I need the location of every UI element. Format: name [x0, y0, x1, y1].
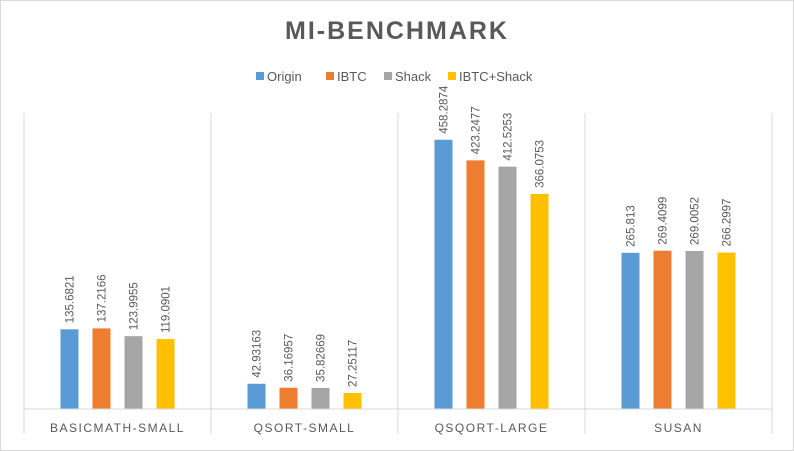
legend-swatch-ibtc-shack [448, 72, 456, 80]
bar-ibtc-shack-qsqort-large [530, 193, 549, 409]
category-label-qsqort-large: QSQORT-LARGE [435, 421, 549, 435]
legend-item-ibtc: IBTC [326, 69, 367, 84]
bar-ibtc-shack-susan [717, 252, 736, 409]
category-labels: BASICMATH-SMALL QSORT-SMALL QSQORT-LARGE SU… [50, 421, 703, 435]
bar-ibtc-basicmath-small [92, 328, 111, 409]
bar-shack-qsqort-large [498, 166, 517, 409]
legend-label-shack: Shack [395, 69, 432, 84]
bar-shack-qsort-small [311, 387, 330, 409]
value-label-ibtc-qsqort-large: 423.2477 [471, 106, 483, 154]
legend-swatch-origin [256, 72, 264, 80]
bar-shack-susan [685, 250, 704, 409]
bar-origin-qsqort-large [434, 139, 453, 409]
value-label-ibtc-qsort-small: 36.16957 [284, 334, 296, 382]
bar-origin-basicmath-small [60, 329, 79, 409]
value-label-origin-qsort-small: 42.93163 [252, 330, 264, 378]
value-label-ibtc-shack-susan: 266.2997 [722, 199, 734, 247]
bar-ibtc-susan [653, 250, 672, 409]
legend-swatch-shack [384, 72, 392, 80]
legend-item-ibtc-shack: IBTC+Shack [448, 69, 533, 84]
value-label-ibtc-susan: 269.4099 [658, 197, 670, 245]
category-label-susan: SUSAN [654, 421, 703, 435]
bar-ibtc-shack-basicmath-small [156, 339, 175, 409]
bar-ibtc-qsqort-large [466, 160, 485, 409]
legend-swatch-ibtc [326, 72, 334, 80]
legend-item-shack: Shack [384, 69, 432, 84]
value-label-shack-qsort-small: 35.82669 [316, 334, 328, 382]
value-label-ibtc-basicmath-small: 137.2166 [97, 274, 109, 322]
value-label-shack-basicmath-small: 123.9955 [129, 282, 141, 330]
value-label-origin-susan: 265.813 [626, 205, 638, 247]
value-labels: 135.6821 137.2166 123.9955 119.0901 42.93163… [65, 85, 734, 387]
chart-title: MI-BENCHMARK [285, 17, 509, 45]
value-label-shack-susan: 269.0052 [690, 197, 702, 245]
category-label-qsort-small: QSORT-SMALL [254, 421, 356, 435]
legend-item-origin: Origin [256, 69, 302, 84]
value-label-ibtc-shack-basicmath-small: 119.0901 [161, 286, 173, 333]
category-label-basicmath-small: BASICMATH-SMALL [50, 421, 185, 435]
legend-label-ibtc-shack: IBTC+Shack [459, 69, 533, 84]
bars [60, 139, 736, 409]
value-label-origin-basicmath-small: 135.6821 [65, 275, 77, 323]
legend-label-ibtc: IBTC [337, 69, 367, 84]
value-label-origin-qsqort-large: 458.2874 [439, 85, 451, 134]
bar-origin-qsort-small [247, 383, 266, 409]
bar-shack-basicmath-small [124, 336, 143, 409]
bar-ibtc-shack-qsort-small [343, 392, 362, 409]
bar-ibtc-qsort-small [279, 387, 298, 409]
category-separators [23, 113, 773, 434]
value-label-ibtc-shack-qsqort-large: 366.0753 [535, 140, 547, 188]
value-label-ibtc-shack-qsort-small: 27.25117 [348, 340, 360, 387]
value-label-shack-qsqort-large: 412.5253 [503, 113, 515, 161]
legend-label-origin: Origin [267, 69, 302, 84]
bar-origin-susan [621, 252, 640, 409]
legend: Origin IBTC Shack IBTC+Shack [256, 69, 533, 84]
